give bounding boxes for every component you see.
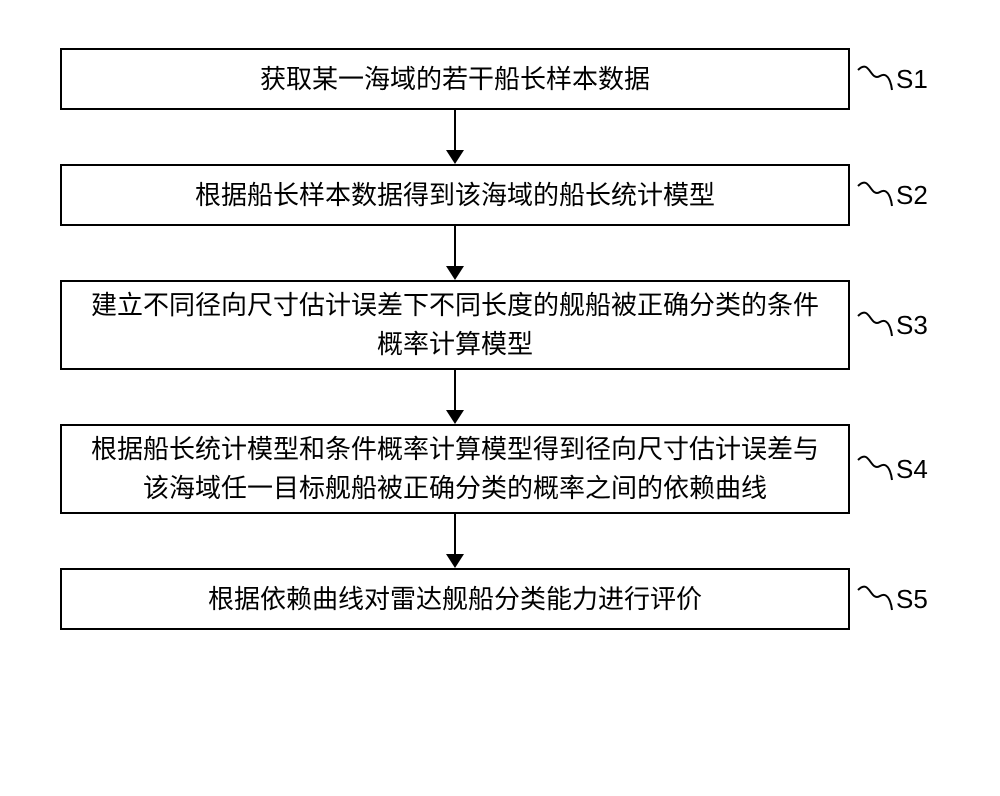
- step-label-wrap: S4: [856, 452, 928, 486]
- step-s1: 获取某一海域的若干船长样本数据 S1: [60, 48, 950, 110]
- step-box: 根据船长统计模型和条件概率计算模型得到径向尺寸估计误差与该海域任一目标舰船被正确…: [60, 424, 850, 514]
- flowchart: 获取某一海域的若干船长样本数据 S1 根据船长样本数据得到该海域的船长统计模型 S2 建…: [60, 48, 950, 630]
- step-label-wrap: S1: [856, 62, 928, 96]
- step-label-wrap: S3: [856, 308, 928, 342]
- arrow-connector: [60, 370, 850, 424]
- step-label-wrap: S5: [856, 582, 928, 616]
- arrow-down-icon: [435, 514, 475, 568]
- step-text: 根据船长统计模型和条件概率计算模型得到径向尺寸估计误差与该海域任一目标舰船被正确…: [80, 430, 830, 508]
- connector-curve: [856, 62, 894, 96]
- arrow-connector: [60, 110, 850, 164]
- step-text: 根据依赖曲线对雷达舰船分类能力进行评价: [208, 580, 702, 619]
- arrow-connector: [60, 226, 850, 280]
- step-label: S3: [896, 310, 928, 341]
- step-label: S2: [896, 180, 928, 211]
- step-box: 根据船长样本数据得到该海域的船长统计模型: [60, 164, 850, 226]
- connector-curve: [856, 452, 894, 486]
- step-s4: 根据船长统计模型和条件概率计算模型得到径向尺寸估计误差与该海域任一目标舰船被正确…: [60, 424, 950, 514]
- step-label: S4: [896, 454, 928, 485]
- step-box: 建立不同径向尺寸估计误差下不同长度的舰船被正确分类的条件概率计算模型: [60, 280, 850, 370]
- step-text: 根据船长样本数据得到该海域的船长统计模型: [195, 176, 715, 215]
- step-label: S5: [896, 584, 928, 615]
- arrow-down-icon: [435, 110, 475, 164]
- step-s3: 建立不同径向尺寸估计误差下不同长度的舰船被正确分类的条件概率计算模型 S3: [60, 280, 950, 370]
- step-s2: 根据船长样本数据得到该海域的船长统计模型 S2: [60, 164, 950, 226]
- arrow-down-icon: [435, 226, 475, 280]
- step-s5: 根据依赖曲线对雷达舰船分类能力进行评价 S5: [60, 568, 950, 630]
- step-text: 建立不同径向尺寸估计误差下不同长度的舰船被正确分类的条件概率计算模型: [80, 286, 830, 364]
- arrow-down-icon: [435, 370, 475, 424]
- connector-curve: [856, 582, 894, 616]
- arrow-connector: [60, 514, 850, 568]
- connector-curve: [856, 178, 894, 212]
- connector-curve: [856, 308, 894, 342]
- step-label: S1: [896, 64, 928, 95]
- step-label-wrap: S2: [856, 178, 928, 212]
- step-text: 获取某一海域的若干船长样本数据: [260, 60, 650, 99]
- step-box: 根据依赖曲线对雷达舰船分类能力进行评价: [60, 568, 850, 630]
- step-box: 获取某一海域的若干船长样本数据: [60, 48, 850, 110]
